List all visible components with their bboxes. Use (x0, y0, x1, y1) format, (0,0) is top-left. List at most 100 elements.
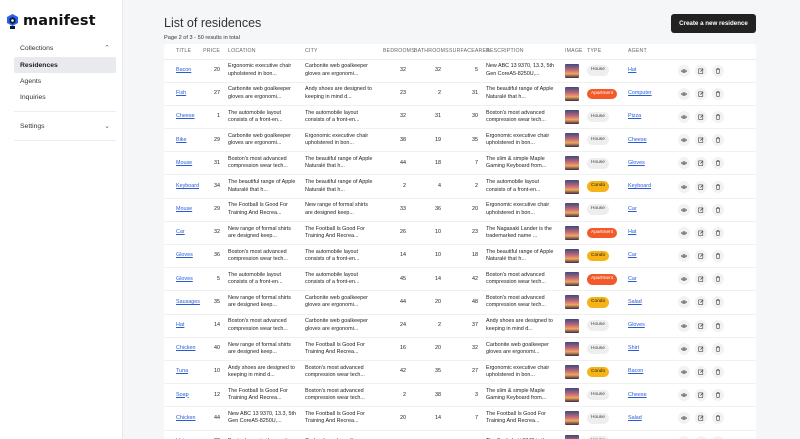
title-link[interactable]: Hat (176, 322, 185, 328)
table-row[interactable]: Hat 22 Boston's most advanced Carbonite … (164, 430, 756, 439)
residence-thumbnail[interactable] (565, 202, 579, 217)
edit-button[interactable] (695, 134, 707, 147)
title-link[interactable]: Car (176, 229, 185, 236)
view-button[interactable] (678, 180, 690, 193)
edit-button[interactable] (695, 250, 707, 263)
view-button[interactable] (678, 435, 690, 439)
edit-button[interactable] (695, 412, 707, 425)
column-header[interactable]: IMAGE (561, 44, 583, 60)
title-link[interactable]: Bike (176, 136, 187, 143)
delete-button[interactable] (712, 226, 724, 239)
edit-button[interactable] (695, 157, 707, 170)
residence-thumbnail[interactable] (565, 295, 579, 310)
title-link[interactable]: Gloves (176, 252, 193, 259)
title-link[interactable]: Bacon (176, 66, 192, 73)
table-row[interactable]: Car 32 New range of formal shirts are de… (164, 221, 756, 246)
sidebar-item-agents[interactable]: Agents (14, 73, 116, 89)
sidebar-item-inquiries[interactable]: Inquiries (14, 89, 116, 105)
logo[interactable]: manifest (0, 0, 122, 32)
title-link[interactable]: Sausages (176, 298, 200, 305)
residence-thumbnail[interactable] (565, 225, 579, 240)
agent-link[interactable]: Cheese (628, 136, 647, 143)
residence-thumbnail[interactable] (565, 434, 579, 439)
delete-button[interactable] (712, 157, 724, 170)
agent-link[interactable]: Hat (628, 66, 637, 73)
agent-link[interactable]: Computer (628, 90, 652, 97)
table-row[interactable]: Chicken 44 New ABC 13 9370, 13.3, 5th Ge… (164, 406, 756, 431)
table-row[interactable]: Chicken 40 New range of formal shirts ar… (164, 337, 756, 361)
edit-button[interactable] (695, 342, 707, 355)
table-row[interactable]: Cheese 1 The automobile layout consists … (164, 105, 756, 130)
title-link[interactable]: Mouse (176, 159, 193, 166)
table-row[interactable]: Mouse 29 The Football Is Good For Traini… (164, 198, 756, 222)
edit-button[interactable] (695, 366, 707, 379)
title-link[interactable]: Tuna (176, 368, 189, 375)
view-button[interactable] (678, 203, 690, 216)
view-button[interactable] (678, 110, 690, 123)
column-header[interactable]: TITLE (164, 44, 198, 60)
delete-button[interactable] (712, 342, 724, 355)
table-row[interactable]: Mouse 31 Boston's most advanced compress… (164, 151, 756, 176)
edit-button[interactable] (695, 226, 707, 239)
residence-thumbnail[interactable] (565, 272, 579, 287)
agent-link[interactable]: Shirt (628, 345, 640, 352)
view-button[interactable] (678, 296, 690, 309)
agent-link[interactable]: Salad (628, 414, 642, 421)
residence-thumbnail[interactable] (565, 63, 579, 78)
agent-link[interactable]: Gloves (628, 159, 645, 166)
agent-link[interactable]: Keyboard (628, 182, 652, 189)
column-header[interactable]: BATHROOMS (410, 44, 449, 60)
view-button[interactable] (678, 366, 690, 379)
agent-link[interactable]: Hat (628, 229, 637, 236)
create-residence-button[interactable]: Create a new residence (671, 14, 756, 33)
edit-button[interactable] (695, 203, 707, 216)
agent-link[interactable]: Bacon (628, 368, 644, 375)
delete-button[interactable] (712, 296, 724, 309)
column-header[interactable]: TYPE (583, 44, 624, 60)
edit-button[interactable] (695, 435, 707, 439)
nav-group-collections[interactable]: Collections ⌃ (0, 40, 122, 56)
table-row[interactable]: Gloves 5 The automobile layout consists … (164, 267, 756, 292)
table-row[interactable]: Hat 14 Boston's most advanced compressio… (164, 314, 756, 338)
delete-button[interactable] (712, 435, 724, 439)
agent-link[interactable]: Car (628, 252, 637, 259)
residence-thumbnail[interactable] (565, 341, 579, 356)
delete-button[interactable] (712, 180, 724, 193)
column-header[interactable]: DESCRIPTION (482, 44, 561, 60)
agent-link[interactable]: Cheese (628, 391, 647, 398)
delete-button[interactable] (712, 412, 724, 425)
agent-link[interactable]: Car (628, 206, 637, 213)
title-link[interactable]: Hat (176, 438, 184, 439)
nav-group-settings[interactable]: Settings ⌄ (0, 118, 122, 134)
agent-link[interactable]: Salad (628, 298, 642, 305)
table-row[interactable]: Bacon 20 Ergonomic executive chair uphol… (164, 59, 756, 83)
residence-thumbnail[interactable] (565, 109, 579, 124)
agent-link[interactable]: Pizza (628, 113, 642, 120)
view-button[interactable] (678, 319, 690, 332)
view-button[interactable] (678, 250, 690, 263)
delete-button[interactable] (712, 366, 724, 379)
table-row[interactable]: Soap 12 The Football Is Good For Trainin… (164, 383, 756, 408)
residence-thumbnail[interactable] (565, 133, 579, 148)
view-button[interactable] (678, 87, 690, 100)
view-button[interactable] (678, 134, 690, 147)
title-link[interactable]: Keyboard (176, 182, 200, 189)
agent-link[interactable]: Car (628, 275, 637, 282)
edit-button[interactable] (695, 319, 707, 332)
delete-button[interactable] (712, 250, 724, 263)
edit-button[interactable] (695, 389, 707, 402)
title-link[interactable]: Soap (176, 391, 189, 398)
edit-button[interactable] (695, 296, 707, 309)
title-link[interactable]: Fish (176, 90, 187, 97)
residence-thumbnail[interactable] (565, 411, 579, 426)
title-link[interactable]: Gloves (176, 275, 193, 282)
title-link[interactable]: Chicken (176, 345, 196, 352)
delete-button[interactable] (712, 389, 724, 402)
title-link[interactable]: Cheese (176, 113, 195, 120)
delete-button[interactable] (712, 64, 724, 77)
edit-button[interactable] (695, 180, 707, 193)
column-header[interactable]: LOCATION (224, 44, 301, 60)
column-header[interactable]: CITY (301, 44, 379, 60)
edit-button[interactable] (695, 87, 707, 100)
view-button[interactable] (678, 157, 690, 170)
